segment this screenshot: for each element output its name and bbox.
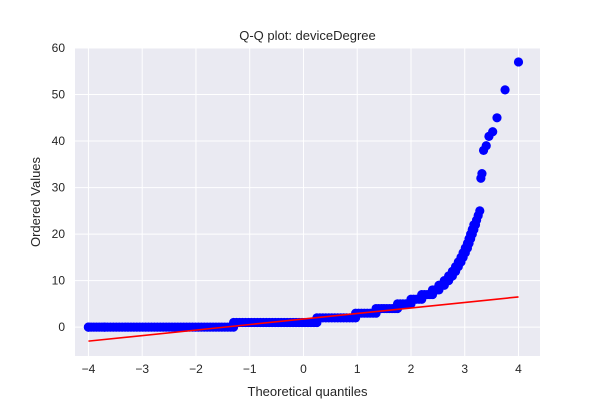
qq-point [488,127,498,137]
y-tick-label: 10 [52,274,66,288]
qq-point [500,85,510,95]
y-tick-label: 0 [58,320,65,334]
x-tick-labels: −4 −3 −2 −1 0 1 2 3 4 [82,362,523,376]
x-tick-label: 3 [461,362,468,376]
qq-point [83,322,94,332]
y-tick-label: 40 [52,134,66,148]
x-tick-label: −4 [82,362,96,376]
qq-point [477,169,487,179]
chart-title: Q-Q plot: deviceDegree [239,28,376,43]
qq-point [513,57,524,67]
plot-area [75,48,540,356]
y-tick-labels: 0 10 20 30 40 50 60 [52,41,66,334]
x-tick-label: 4 [515,362,522,376]
fit-line-layer [88,296,519,342]
x-tick-label: −3 [135,362,149,376]
y-tick-label: 50 [52,88,66,102]
fit-line [88,296,519,342]
y-tick-label: 30 [52,181,66,195]
qq-point [475,206,485,216]
qq-point [481,141,491,151]
x-tick-label: 0 [300,362,307,376]
y-axis-label: Ordered Values [28,156,43,247]
x-tick-label: −1 [243,362,257,376]
grid-lines [75,47,540,356]
y-tick-label: 60 [52,41,66,55]
y-tick-label: 20 [52,227,66,241]
x-tick-label: −2 [189,362,203,376]
x-tick-label: 1 [354,362,361,376]
x-tick-label: 2 [408,362,415,376]
x-axis-label: Theoretical quantiles [248,384,368,399]
qq-point [492,113,502,123]
